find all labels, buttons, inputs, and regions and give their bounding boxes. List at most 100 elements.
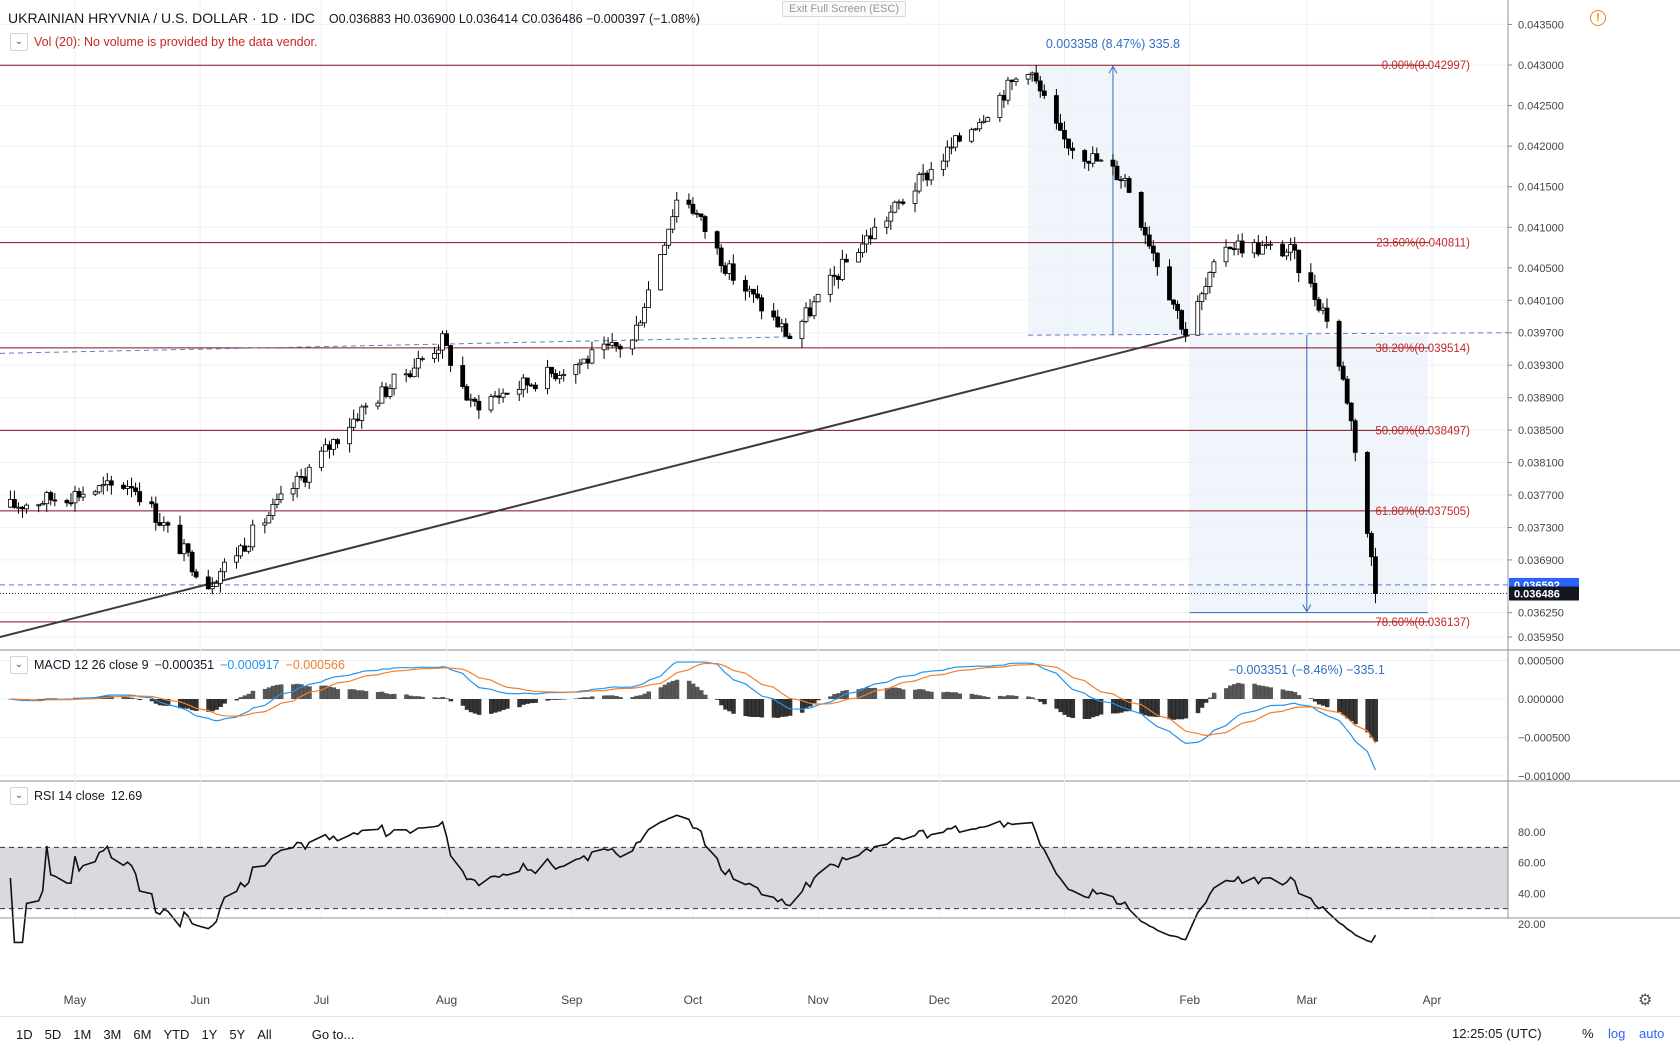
candle-body — [266, 515, 272, 524]
range-button-1m[interactable]: 1M — [73, 1026, 92, 1042]
range-button-5y[interactable]: 5Y — [229, 1026, 246, 1042]
price-tick-label: 0.039700 — [1518, 328, 1564, 340]
candle-body — [213, 582, 219, 587]
macd-histogram-bar — [129, 697, 135, 699]
candle-body — [238, 545, 243, 557]
candle-body — [1259, 244, 1265, 255]
fib-level-label: 23.60%(0.040811) — [1376, 238, 1470, 250]
exit-fullscreen-button[interactable]: Exit Full Screen (ESC) — [782, 1, 907, 17]
candle-body — [1268, 243, 1273, 246]
price-tick-label: 0.042000 — [1518, 141, 1564, 153]
rsi-tick-label: 60.00 — [1518, 858, 1546, 870]
macd-histogram-bar — [896, 688, 902, 699]
candle-body — [1320, 307, 1326, 311]
candle-body — [318, 450, 324, 468]
candle-body — [1227, 246, 1233, 250]
candle-body — [468, 398, 474, 401]
gear-icon[interactable]: ⚙ — [1638, 992, 1653, 1009]
range-button-all[interactable]: All — [257, 1026, 272, 1042]
macd-histogram-bar — [1337, 699, 1342, 712]
macd-histogram-bar — [549, 699, 555, 700]
candle-body — [533, 384, 538, 390]
chevron-down-icon[interactable]: ⌄ — [10, 787, 28, 805]
auto-toggle[interactable]: auto — [1639, 1026, 1665, 1041]
range-button-3m[interactable]: 3M — [103, 1026, 122, 1042]
candle-body — [161, 522, 167, 526]
candle-body — [747, 288, 752, 292]
candle-body — [1195, 301, 1201, 336]
time-label: Oct — [684, 993, 703, 1007]
macd-histogram-bar — [121, 696, 126, 699]
candle-body — [613, 342, 619, 347]
candle-body — [799, 320, 805, 340]
candle-body — [16, 506, 21, 509]
macd-histogram-bar — [751, 699, 756, 718]
candle-body — [581, 358, 587, 364]
range-button-1d[interactable]: 1D — [16, 1026, 33, 1042]
candle-body — [1280, 243, 1285, 257]
macd-histogram-bar — [218, 699, 223, 707]
macd-histogram-bar — [517, 699, 522, 708]
macd-histogram-bar — [1005, 695, 1011, 699]
macd-histogram-bar — [125, 697, 131, 699]
percent-toggle[interactable]: % — [1582, 1026, 1594, 1041]
goto-button[interactable]: Go to... — [311, 1026, 355, 1042]
macd-histogram-bar — [1345, 699, 1350, 719]
candle-body — [464, 386, 470, 401]
price-tick-label: 0.038100 — [1518, 458, 1564, 470]
macd-histogram-bar — [674, 679, 680, 699]
macd-histogram-bar — [1203, 699, 1209, 703]
price-tick-label: 0.043000 — [1518, 60, 1564, 72]
candle-body — [722, 265, 728, 274]
range-button-ytd[interactable]: YTD — [163, 1026, 190, 1042]
candle-body — [20, 506, 25, 510]
macd-histogram-bar — [929, 691, 934, 699]
macd-histogram-bar — [246, 693, 252, 699]
macd-histogram-bar — [295, 683, 300, 699]
rsi-label: RSI 14 close — [34, 789, 105, 803]
candle-body — [165, 522, 171, 526]
macd-histogram-bar — [638, 695, 643, 699]
candle-body — [726, 263, 732, 274]
candle-body — [157, 522, 163, 526]
macd-histogram-bar — [347, 689, 353, 699]
symbol-name: UKRAINIAN HRYVNIA / U.S. DOLLAR · 1D · I… — [8, 10, 316, 26]
candle-body — [674, 199, 680, 218]
candle-body — [1284, 251, 1290, 257]
macd-histogram-bar — [828, 696, 833, 699]
candle-body — [670, 216, 676, 230]
candle-body — [488, 396, 494, 411]
candle-body — [153, 503, 159, 523]
range-button-1y[interactable]: 1Y — [201, 1026, 218, 1042]
candle-body — [1264, 244, 1269, 246]
range-button-6m[interactable]: 6M — [133, 1026, 152, 1042]
candle-body — [177, 524, 183, 555]
macd-histogram-bar — [694, 686, 700, 699]
macd-histogram-bar — [1236, 682, 1241, 699]
candle-body — [327, 444, 332, 450]
candle-body — [444, 333, 449, 347]
candle-body — [24, 504, 29, 510]
macd-histogram-bar — [872, 687, 878, 699]
candle-body — [633, 324, 639, 341]
range-button-5d[interactable]: 5D — [44, 1026, 62, 1042]
macd-histogram-bar — [602, 695, 607, 699]
chevron-down-icon[interactable]: ⌄ — [10, 33, 28, 51]
macd-histogram-bar — [1316, 699, 1322, 705]
candle-body — [185, 543, 191, 553]
macd-histogram-bar — [945, 691, 950, 699]
time-label: Dec — [929, 993, 950, 1007]
candle-body — [1316, 299, 1322, 311]
macd-histogram-bar — [892, 687, 898, 699]
price-tick-label: 0.040100 — [1518, 295, 1564, 307]
macd-histogram-bar — [404, 694, 409, 699]
macd-histogram-bar — [557, 699, 563, 700]
chevron-down-icon[interactable]: ⌄ — [10, 656, 28, 674]
candle-body — [553, 373, 559, 380]
macd-histogram-bar — [997, 695, 1003, 699]
candle-body — [1207, 272, 1213, 287]
log-toggle[interactable]: log — [1608, 1026, 1626, 1041]
candle-body — [391, 373, 397, 390]
warning-icon[interactable]: ! — [1590, 10, 1606, 26]
